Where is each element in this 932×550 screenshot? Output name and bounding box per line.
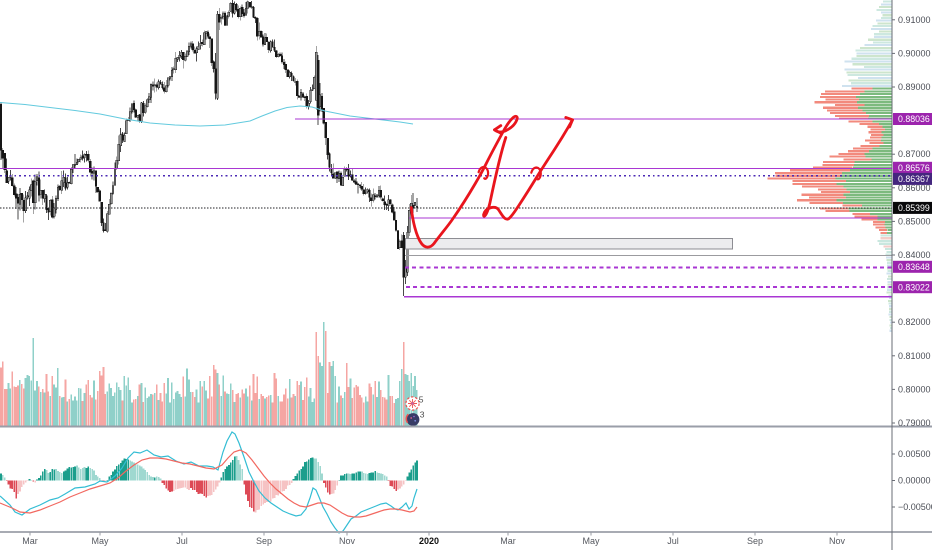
svg-text:0.80000: 0.80000 [898, 384, 931, 394]
svg-text:May: May [91, 536, 109, 546]
svg-text:Jul: Jul [667, 536, 679, 546]
svg-text:0.87000: 0.87000 [898, 149, 931, 159]
svg-text:0.00500: 0.00500 [898, 449, 931, 459]
svg-text:0.00000: 0.00000 [898, 476, 931, 486]
svg-text:0.88036: 0.88036 [898, 114, 930, 124]
svg-text:Mar: Mar [22, 536, 38, 546]
svg-text:0.86000: 0.86000 [898, 183, 931, 193]
svg-text:−0.00500: −0.00500 [898, 502, 932, 512]
svg-text:Mar: Mar [500, 536, 516, 546]
svg-text:0.90000: 0.90000 [898, 48, 931, 58]
svg-text:0.85399: 0.85399 [898, 203, 930, 213]
svg-text:0.81000: 0.81000 [898, 351, 931, 361]
svg-text:5: 5 [419, 395, 424, 405]
svg-text:0.83022: 0.83022 [898, 282, 930, 292]
svg-text:0.89000: 0.89000 [898, 82, 931, 92]
svg-text:Sep: Sep [747, 536, 763, 546]
svg-text:0.85000: 0.85000 [898, 216, 931, 226]
svg-text:0.83648: 0.83648 [898, 262, 930, 272]
svg-text:2020: 2020 [419, 536, 439, 546]
svg-text:Nov: Nov [339, 536, 356, 546]
svg-text:Sep: Sep [256, 536, 272, 546]
svg-text:0.84000: 0.84000 [898, 250, 931, 260]
svg-text:0.86576: 0.86576 [898, 163, 930, 173]
svg-text:0.86367: 0.86367 [898, 174, 930, 184]
svg-text:0.82000: 0.82000 [898, 317, 931, 327]
svg-text:0.91000: 0.91000 [898, 15, 931, 25]
svg-text:3: 3 [420, 410, 425, 420]
svg-text:0.79000: 0.79000 [898, 418, 931, 428]
svg-text:Jul: Jul [176, 536, 188, 546]
svg-text:Nov: Nov [829, 536, 846, 546]
svg-text:May: May [582, 536, 600, 546]
